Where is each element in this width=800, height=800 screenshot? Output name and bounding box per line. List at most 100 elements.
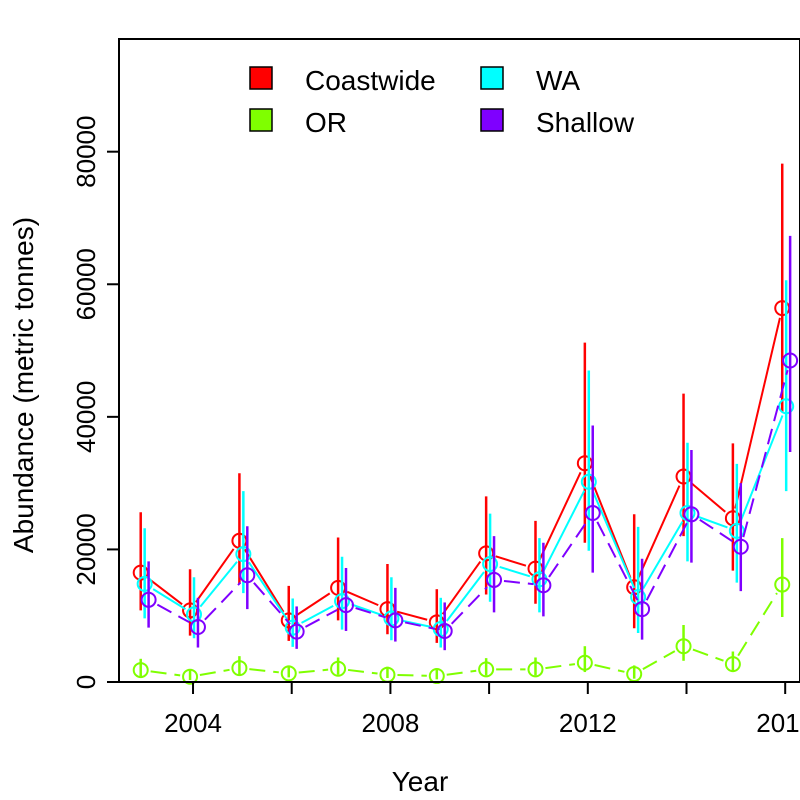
legend-item-wa: WA: [480, 65, 580, 96]
legend-label: WA: [536, 65, 580, 96]
series-segment: [400, 619, 432, 628]
series-segment: [734, 317, 781, 509]
series-segment: [346, 590, 379, 607]
data-point: [132, 662, 149, 679]
series-segment: [594, 664, 625, 673]
series-segment: [148, 577, 183, 606]
x-axis-title: Year: [392, 766, 449, 797]
series-segment: [150, 670, 181, 677]
series-segment: [692, 648, 724, 662]
series-segment: [355, 607, 387, 619]
series-segment: [645, 522, 688, 601]
data-point: [189, 618, 206, 635]
series-segment: [545, 663, 576, 670]
axes-layer: 2004 2008 2012 2016 0 20000 40000 60000 80000: [71, 116, 800, 738]
series-segment: [199, 668, 230, 676]
series-segment: [441, 560, 482, 615]
legend-swatch: [249, 66, 273, 90]
data-point: [239, 567, 256, 584]
x-tick-label: 2016: [756, 708, 800, 738]
y-tick-label: 40000: [71, 381, 101, 453]
series-segment: [304, 608, 338, 628]
series-segment: [199, 561, 238, 608]
series-segment: [742, 369, 789, 538]
legend-swatch: [480, 108, 504, 132]
data-point: [288, 623, 305, 640]
series-coastwide: [132, 163, 791, 643]
legend-label: Coastwide: [305, 65, 436, 96]
data-point: [724, 656, 741, 673]
plot-frame: [118, 38, 800, 683]
data-point: [535, 577, 552, 594]
series-segment: [195, 548, 235, 603]
series-segment: [642, 521, 684, 590]
data-point: [284, 619, 301, 636]
series-or: [132, 538, 791, 685]
legend: Coastwide OR WA Shallow: [249, 65, 635, 138]
legend-swatch: [480, 66, 504, 90]
series-segment: [446, 571, 485, 622]
data-point: [136, 575, 153, 592]
data-point: [728, 522, 745, 539]
data-point: [486, 571, 503, 588]
series-segment: [637, 485, 681, 579]
series-segment: [503, 579, 534, 586]
series-segment: [301, 604, 334, 624]
x-tick-label: 2012: [559, 708, 617, 738]
series-segment: [739, 415, 784, 522]
series-segment: [347, 668, 378, 675]
x-tick-label: 2004: [164, 708, 222, 738]
series-segment: [446, 669, 477, 676]
series-segment: [396, 610, 428, 621]
data-point: [338, 597, 354, 614]
series-segment: [152, 588, 187, 610]
series-segment: [548, 520, 588, 578]
data-point: [428, 668, 445, 685]
data-point: [527, 661, 544, 678]
y-axis-title: Abundance (metric tonnes): [8, 217, 39, 553]
data-point: [478, 661, 495, 678]
series-segment: [248, 561, 288, 620]
y-tick-label: 20000: [71, 513, 101, 585]
series-segment: [243, 548, 285, 613]
series-segment: [642, 650, 676, 671]
data-point: [634, 601, 651, 618]
series-segment: [296, 592, 331, 616]
data-point: [330, 660, 347, 677]
data-point: [436, 622, 453, 639]
series-segment: [499, 566, 531, 578]
data-point: [280, 665, 297, 682]
data-point: [782, 352, 799, 369]
data-point: [235, 546, 252, 563]
marks-layer: [132, 163, 799, 685]
data-point: [140, 591, 157, 608]
series-segment: [450, 586, 488, 625]
data-point: [774, 576, 791, 593]
y-tick-label: 0: [71, 675, 101, 689]
series-segment: [351, 603, 383, 617]
legend-item-shallow: Shallow: [480, 107, 635, 138]
data-point: [387, 612, 404, 629]
data-point: [182, 668, 199, 685]
series-segment: [699, 518, 733, 543]
series-segment: [298, 668, 329, 674]
data-point: [683, 506, 700, 523]
legend-item-or: OR: [249, 107, 347, 138]
series-segment: [690, 482, 726, 513]
series-segment: [404, 621, 436, 630]
series-segment: [253, 582, 291, 625]
legend-swatch: [249, 108, 273, 132]
series-segment: [397, 673, 427, 677]
data-point: [675, 638, 692, 655]
series-segment: [543, 490, 586, 571]
series-segment: [538, 471, 582, 561]
data-point: [231, 660, 248, 677]
series-segment: [249, 668, 279, 674]
x-tick-label: 2008: [361, 708, 419, 738]
data-point: [482, 556, 499, 573]
series-segment: [591, 490, 636, 589]
data-point: [778, 398, 795, 415]
series-segment: [696, 515, 728, 529]
